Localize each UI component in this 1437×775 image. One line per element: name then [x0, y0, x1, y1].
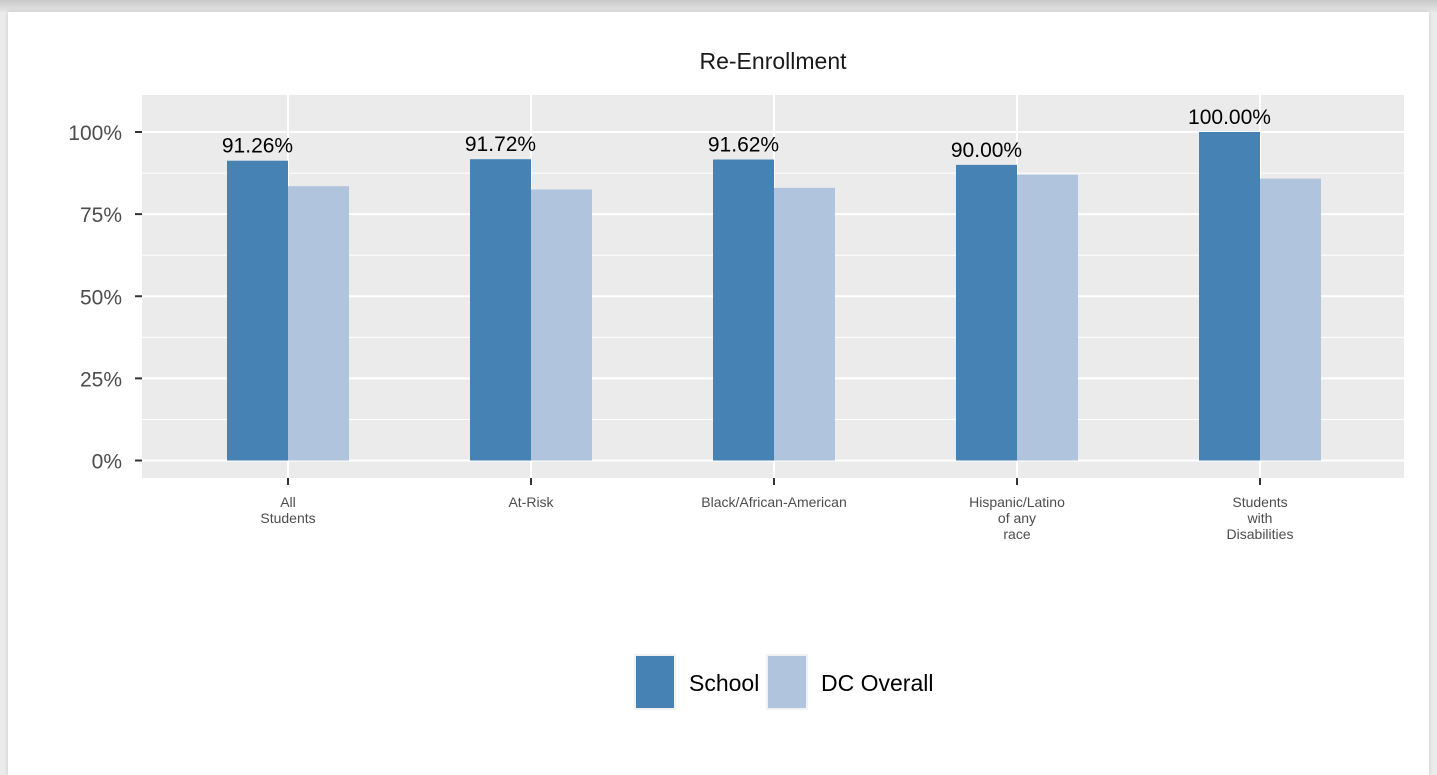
- legend-label-dc-overall: DC Overall: [821, 670, 933, 696]
- bar-value-label: 91.72%: [465, 133, 536, 156]
- school-bar: [470, 159, 531, 461]
- x-tick-label-line: of any: [998, 510, 1036, 526]
- top-shadow-bar: [0, 0, 1437, 12]
- dc-overall-bar: [1260, 178, 1321, 461]
- legend-swatch-dc-overall: [766, 654, 808, 710]
- dc-overall-bar: [288, 186, 349, 461]
- dc-overall-bar: [531, 189, 592, 461]
- x-tick-label: Black/African-American: [701, 494, 847, 510]
- school-bar: [1199, 132, 1260, 461]
- bars: [227, 132, 1321, 461]
- y-tick-label: 100%: [68, 122, 122, 145]
- school-bar: [956, 164, 1017, 461]
- x-tick-label-line: All: [280, 494, 296, 510]
- school-bar: [227, 160, 288, 461]
- dc-overall-bar: [774, 187, 835, 461]
- bar-value-label: 91.26%: [222, 135, 293, 158]
- y-tick-label: 50%: [80, 286, 122, 309]
- dc-overall-bar: [1017, 174, 1078, 461]
- y-tick-label: 25%: [80, 368, 122, 391]
- y-tick-label: 75%: [80, 204, 122, 227]
- x-tick-label-line: Disabilities: [1227, 526, 1294, 542]
- bar-value-label: 91.62%: [708, 134, 779, 157]
- chart-title: Re-Enrollment: [700, 48, 848, 74]
- x-tick-label-line: with: [1247, 510, 1273, 526]
- legend: School DC Overall: [634, 654, 933, 710]
- legend-label-school: School: [689, 670, 759, 696]
- data-labels: 91.26% 91.72% 91.62% 90.00% 100.00%: [222, 106, 1271, 162]
- x-tick-label: Hispanic/Latino of any race: [969, 494, 1065, 542]
- x-tick-label: All Students: [260, 494, 315, 526]
- y-axis: 0% 25% 50% 75% 100%: [68, 122, 142, 474]
- x-tick-label-line: Students: [260, 510, 315, 526]
- x-tick-label-line: At-Risk: [508, 494, 554, 510]
- legend-swatch-school: [634, 654, 676, 710]
- x-tick-label: Students with Disabilities: [1227, 494, 1294, 542]
- x-tick-label-line: race: [1003, 526, 1030, 542]
- bar-value-label: 90.00%: [951, 139, 1022, 162]
- x-tick-label-line: Black/African-American: [701, 494, 847, 510]
- bar-value-label: 100.00%: [1188, 106, 1271, 129]
- x-tick-label: At-Risk: [508, 494, 554, 510]
- y-tick-label: 0%: [92, 451, 122, 474]
- x-tick-label-line: Students: [1232, 494, 1287, 510]
- x-tick-label-line: Hispanic/Latino: [969, 494, 1065, 510]
- school-bar: [713, 159, 774, 461]
